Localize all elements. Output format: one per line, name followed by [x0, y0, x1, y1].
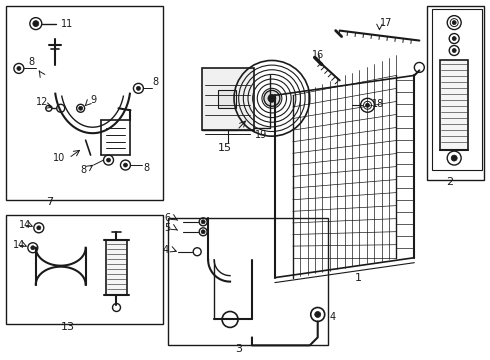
Text: 4: 4: [162, 245, 168, 255]
Text: 14: 14: [19, 220, 31, 230]
Text: 7: 7: [46, 197, 53, 207]
Bar: [218, 90, 236, 108]
Text: 9: 9: [91, 95, 97, 105]
Bar: [168, 218, 328, 345]
Text: 4: 4: [330, 312, 336, 323]
Circle shape: [315, 311, 321, 318]
Bar: [432, 9, 482, 170]
Circle shape: [37, 226, 41, 230]
Text: 2: 2: [446, 177, 453, 187]
Text: 12: 12: [36, 97, 48, 107]
Text: 14: 14: [13, 240, 25, 250]
Text: 11: 11: [61, 19, 73, 28]
Circle shape: [264, 90, 280, 106]
Circle shape: [136, 86, 141, 90]
Text: 15: 15: [218, 143, 232, 153]
Text: 8: 8: [144, 163, 149, 173]
Circle shape: [31, 246, 35, 250]
Circle shape: [33, 21, 39, 27]
Bar: [6, 6, 163, 200]
Text: 16: 16: [312, 50, 324, 60]
Circle shape: [452, 21, 456, 24]
Text: 5: 5: [164, 223, 171, 233]
Circle shape: [452, 37, 456, 41]
Bar: [427, 6, 484, 180]
Circle shape: [201, 230, 205, 234]
Text: 8: 8: [29, 58, 35, 67]
Bar: [440, 60, 468, 150]
Bar: [105, 240, 127, 294]
Bar: [202, 68, 254, 130]
Text: 10: 10: [53, 153, 65, 163]
Text: 17: 17: [379, 18, 392, 28]
Circle shape: [106, 158, 111, 162]
Circle shape: [78, 106, 83, 110]
Text: 6: 6: [164, 213, 171, 223]
Circle shape: [17, 67, 21, 71]
Circle shape: [452, 49, 456, 53]
Text: 8: 8: [81, 165, 87, 175]
Circle shape: [201, 220, 205, 224]
Bar: [6, 215, 163, 324]
Text: 18: 18: [371, 99, 384, 109]
Circle shape: [451, 155, 457, 161]
Circle shape: [268, 94, 276, 102]
Text: 8: 8: [152, 77, 158, 87]
Text: 1: 1: [355, 273, 362, 283]
Circle shape: [123, 163, 127, 167]
Text: 3: 3: [235, 345, 242, 354]
Text: 19: 19: [255, 130, 267, 140]
Text: 13: 13: [61, 323, 74, 332]
Circle shape: [366, 103, 369, 107]
